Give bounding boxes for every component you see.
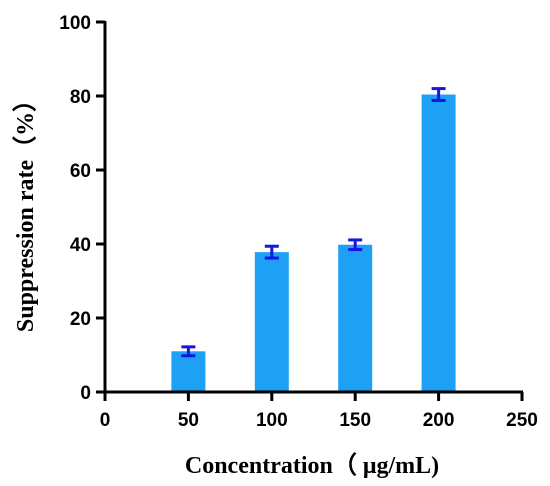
bars-group — [171, 94, 456, 393]
bar — [171, 351, 206, 392]
x-tick-label: 250 — [506, 410, 538, 431]
y-tick-label: 20 — [70, 309, 91, 330]
x-tick-label: 150 — [339, 410, 371, 431]
tick-labels-group: 0 20 40 60 80 100 0 50 100 150 200 250 — [59, 13, 538, 431]
y-tick-label: 100 — [59, 13, 91, 34]
axes-group — [96, 20, 524, 401]
bar — [421, 94, 456, 393]
error-bar — [431, 87, 446, 102]
y-tick-label: 0 — [80, 383, 91, 404]
y-tick-label: 60 — [70, 161, 91, 182]
error-bars-group — [181, 87, 446, 358]
error-bar — [348, 238, 363, 252]
error-bar — [181, 345, 196, 358]
x-tick-label: 50 — [178, 410, 199, 431]
bar — [338, 244, 373, 392]
x-tick-label: 100 — [256, 410, 288, 431]
bar — [254, 252, 289, 392]
x-tick-label: 0 — [100, 410, 111, 431]
x-axis-title: Concentration（ μg/mL) — [185, 452, 439, 479]
y-tick-label: 80 — [70, 87, 91, 108]
error-bar — [264, 244, 279, 260]
y-axis-title: Suppression rate（%） — [12, 88, 39, 332]
x-tick-label: 200 — [423, 410, 455, 431]
y-tick-label: 40 — [70, 235, 91, 256]
